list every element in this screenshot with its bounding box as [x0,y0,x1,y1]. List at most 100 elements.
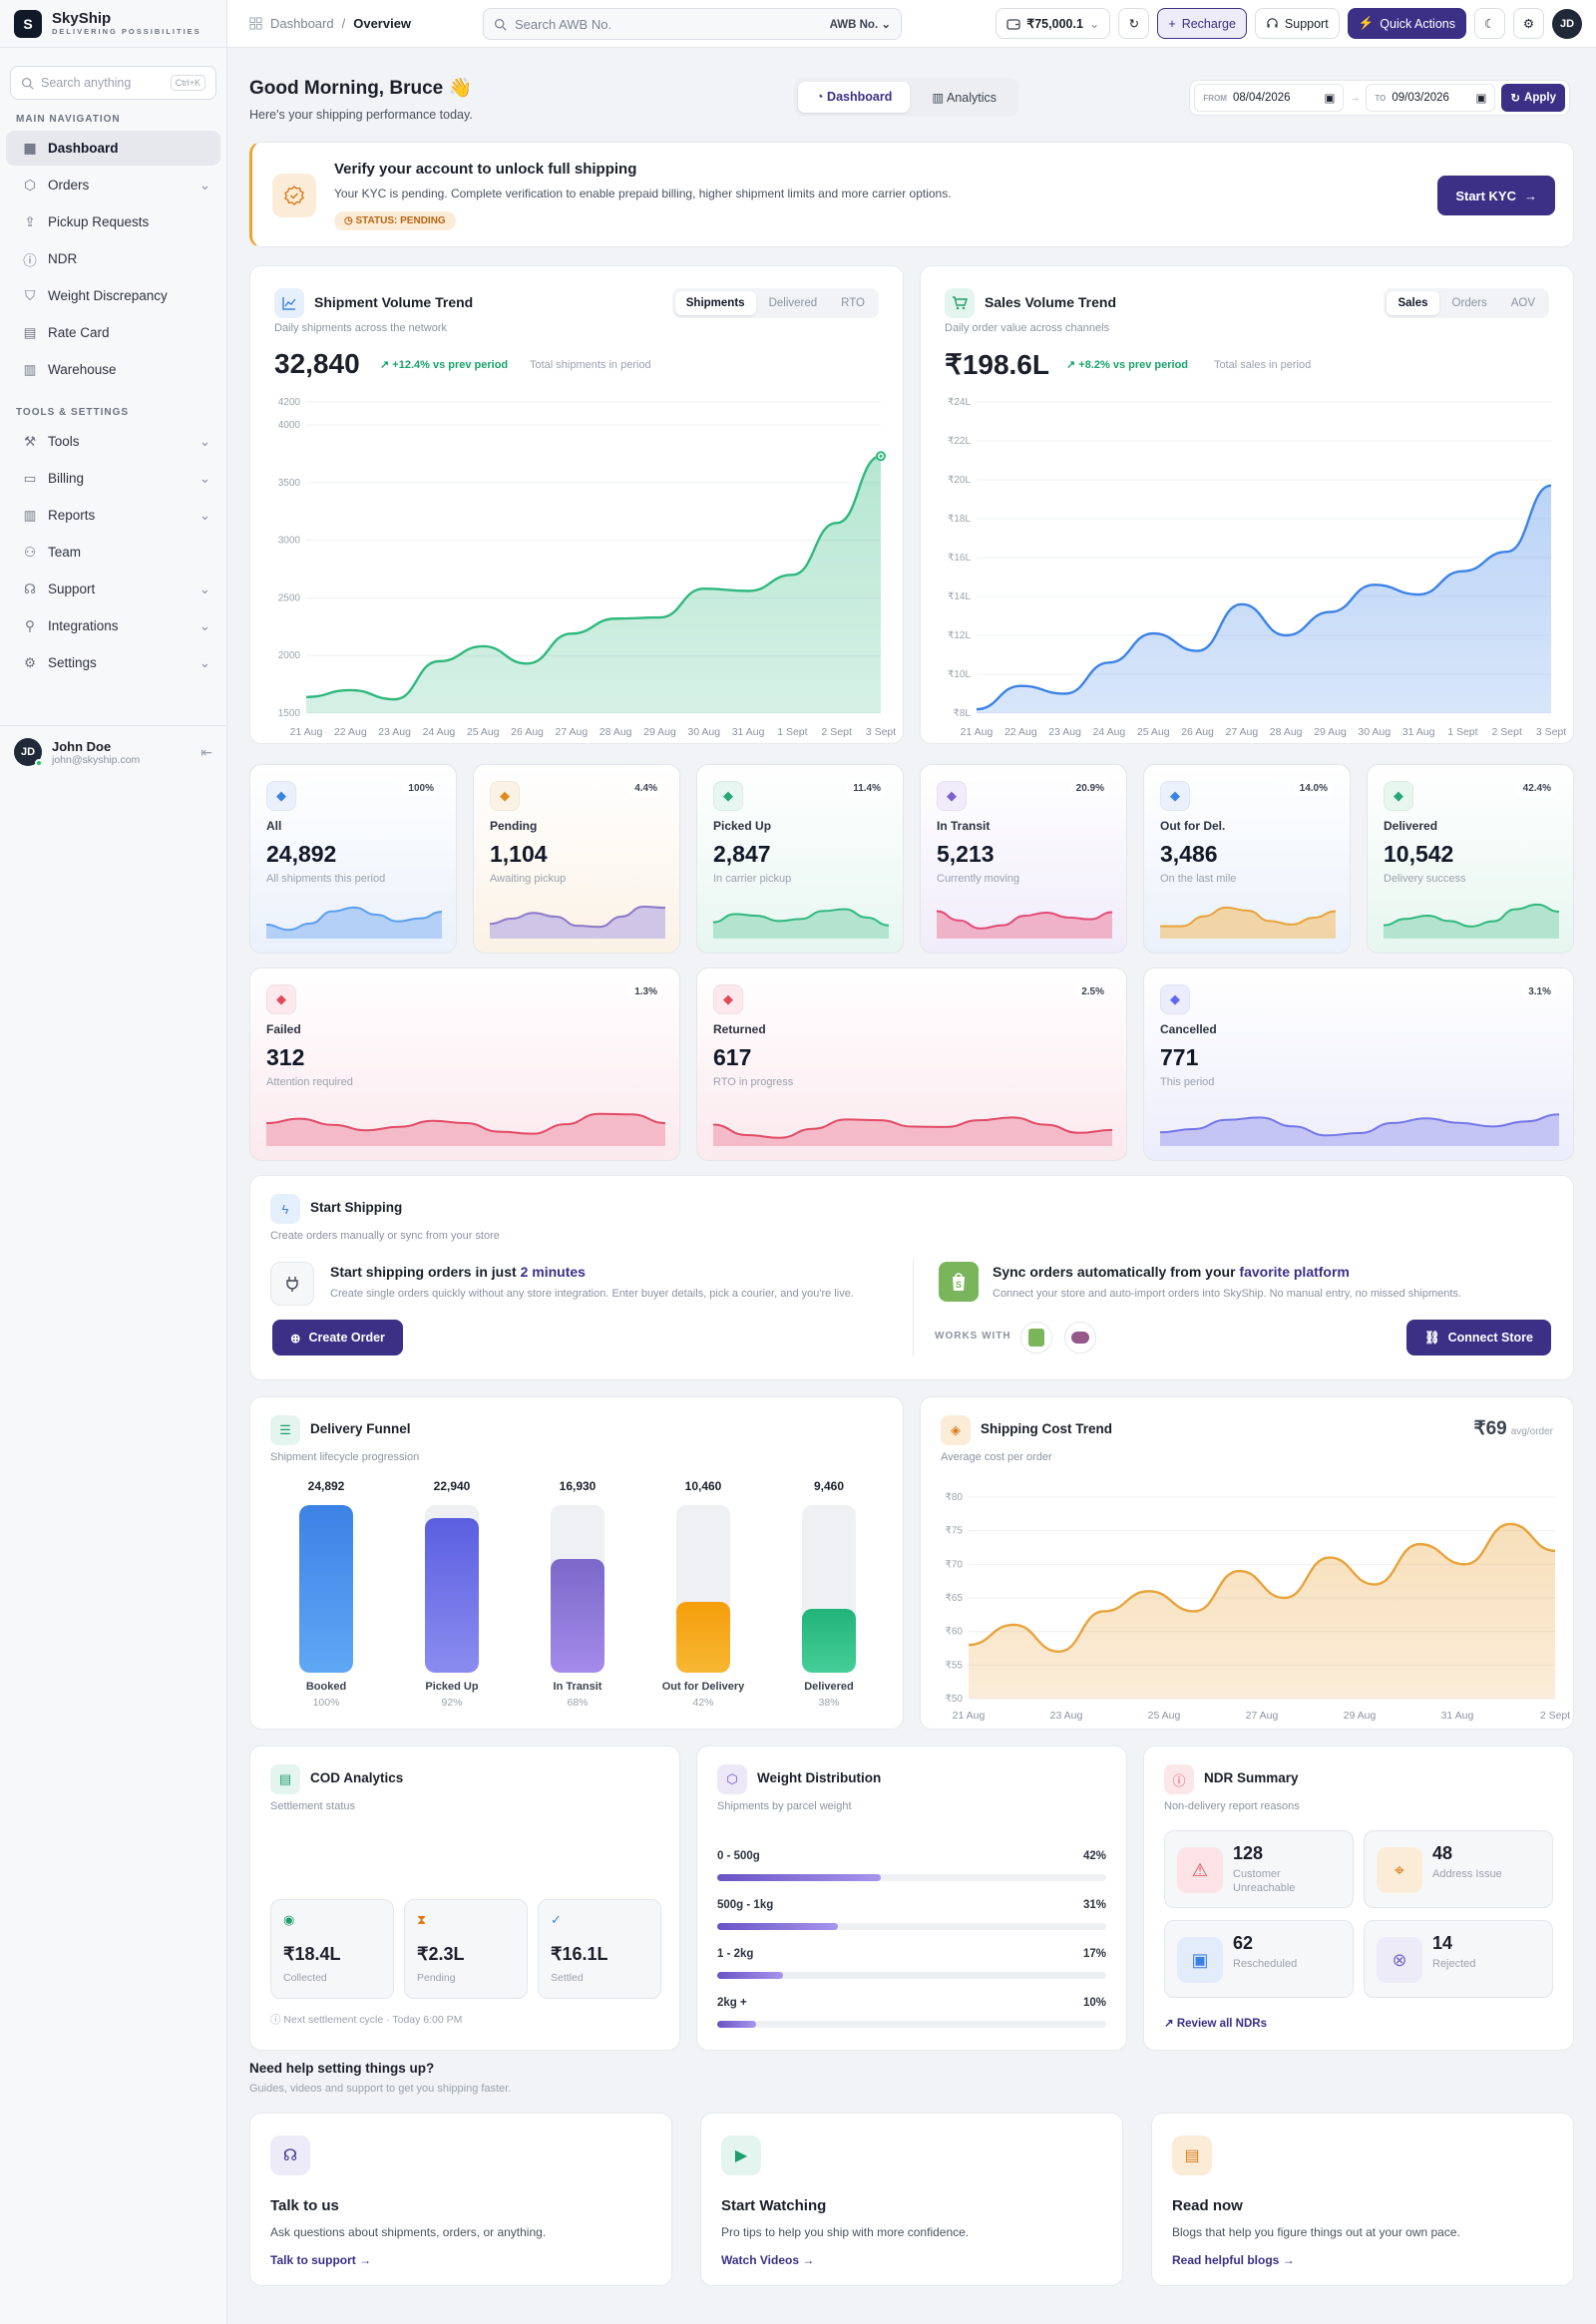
sidebar-item-tools[interactable]: ⚒ Tools ⌄ [6,424,220,459]
support-button[interactable]: Support [1254,8,1340,39]
ndr-summary-card: ⓘ NDR Summary Non-delivery report reason… [1143,1745,1574,2051]
start-kyc-button[interactable]: Start KYC → [1437,176,1555,215]
ndr-item[interactable]: ⌖ 48 Address Issue [1364,1830,1553,1908]
funnel-bar-track[interactable] [425,1505,479,1673]
tab-rto[interactable]: RTO [841,297,865,309]
woocommerce-icon[interactable] [1064,1322,1096,1354]
review-ndr-link[interactable]: ↗ Review all NDRs [1164,2016,1267,2030]
x-tick-label: 29 Aug [1344,1710,1377,1722]
stat-card-failed[interactable]: ◆ 1.3% Failed 312 Attention required [249,968,680,1161]
sidebar-item-rate-card[interactable]: ▤ Rate Card [6,315,220,350]
funnel-bar-track[interactable] [551,1505,604,1673]
refresh-button[interactable]: ↻ [1118,8,1150,39]
weight-row-header: 1 - 2kg 17% [717,1948,1106,1960]
shopify-icon[interactable] [1020,1322,1052,1354]
ndr-item[interactable]: ▣ 62 Rescheduled [1164,1920,1354,1998]
stat-percent: 11.4% [847,781,887,796]
sidebar-user[interactable]: JD John Doe john@skyship.com ⇤ [0,725,226,778]
x-tick-label: 29 Aug [1314,726,1347,738]
funnel-bar-track[interactable] [802,1505,856,1673]
sidebar-item-settings[interactable]: ⚙ Settings ⌄ [6,645,220,680]
y-tick-label: ₹60 [946,1627,964,1638]
sidebar-search-input[interactable]: Search anything Ctrl+K [10,66,216,100]
sidebar-item-billing[interactable]: ▭ Billing ⌄ [6,461,220,496]
stat-card-all[interactable]: ◆ 100% All 24,892 All shipments this period [249,764,457,954]
funnel-category-label: Delivered [804,1681,854,1693]
recharge-button[interactable]: + Recharge [1157,8,1247,39]
sidebar-item-orders[interactable]: ⬡ Orders ⌄ [6,168,220,202]
sidebar-item-support[interactable]: ☊ Support ⌄ [6,572,220,606]
funnel-bar-track[interactable] [299,1505,353,1673]
last-point-center [879,454,883,458]
help-card-link[interactable]: Talk to support → [270,2253,371,2267]
wallet-balance-button[interactable]: ₹75,000.1 ⌄ [996,8,1111,39]
theme-toggle-button[interactable]: ☾ [1474,8,1505,39]
sidebar-item-pickup-requests[interactable]: ⇪ Pickup Requests [6,204,220,239]
ndr-item[interactable]: ⚠ 128 Customer Unreachable [1164,1830,1354,1908]
stat-percent: 3.1% [1522,984,1557,999]
calendar-icon: ▣ [1177,1937,1223,1983]
sidebar-item-warehouse[interactable]: ▥ Warehouse [6,352,220,387]
stat-description: This period [1160,1076,1215,1088]
hourglass-icon: ◆ [490,781,520,811]
date-to-field[interactable]: TO 09/03/2026 ▣ [1366,84,1496,112]
awb-type-select[interactable]: AWB No. ⌄ [830,17,891,31]
sparkline-area [713,1117,1112,1146]
date-from-field[interactable]: FROM 08/04/2026 ▣ [1194,84,1345,112]
stat-card-pending[interactable]: ◆ 4.4% Pending 1,104 Awaiting pickup [473,764,680,954]
receipt-icon: ▤ [23,324,37,340]
weight-row-header: 500g - 1kg 31% [717,1899,1106,1911]
sparkline [1384,903,1559,939]
tab-orders[interactable]: Orders [1451,297,1487,309]
y-tick-label: 3000 [278,536,301,547]
tab-dashboard[interactable]: ◔ Dashboard [798,82,911,113]
stat-card-out-for-del[interactable]: ◆ 14.0% Out for Del. 3,486 On the last mile [1143,764,1351,954]
stat-description: Delivery success [1384,873,1466,885]
funnel-bar-track[interactable] [676,1505,730,1673]
stat-card-cancelled[interactable]: ◆ 3.1% Cancelled 771 This period [1143,968,1574,1161]
sidebar-item-dashboard[interactable]: ▦ Dashboard [6,131,220,166]
awb-search-input[interactable]: Search AWB No. AWB No. ⌄ [483,8,902,40]
sidebar-item-weight-discrepancy[interactable]: ⛉ Weight Discrepancy [6,278,220,313]
sales-trend-subtitle: Daily order value across channels [945,322,1110,334]
sparkline-line [713,1116,1112,1139]
funnel-bar-fill [425,1518,479,1673]
sidebar-item-team[interactable]: ⚇ Team [6,535,220,570]
shipment-total-value: 32,840 [274,348,360,379]
funnel-value-label: 10,460 [684,1479,722,1493]
x-tick-label: 23 Aug [1048,726,1081,738]
connect-store-button[interactable]: ⛓ Connect Store [1405,1320,1551,1356]
brand[interactable]: S SkyShip DELIVERING POSSIBILITIES [0,0,226,48]
stat-card-delivered[interactable]: ◆ 42.4% Delivered 10,542 Delivery success [1367,764,1574,954]
tab-sales[interactable]: Sales [1387,291,1439,315]
sidebar-item-label: Weight Discrepancy [48,288,168,303]
user-name: John Doe [52,738,112,754]
apply-date-button[interactable]: ↻ Apply [1501,84,1565,112]
tab-analytics[interactable]: ▥ Analytics [914,82,1014,113]
sidebar-item-label: Support [48,581,96,596]
tab-shipments[interactable]: Shipments [674,291,756,315]
help-card-link[interactable]: Watch Videos → [721,2253,814,2267]
quick-actions-button[interactable]: ⚡ Quick Actions [1347,8,1466,39]
help-card-link[interactable]: Read helpful blogs → [1172,2253,1295,2267]
breadcrumb-dashboard[interactable]: Dashboard [270,16,334,31]
create-order-button[interactable]: ⊕ Create Order [272,1320,403,1356]
ndr-item[interactable]: ⊗ 14 Rejected [1364,1920,1553,1998]
stat-card-in-transit[interactable]: ◆ 20.9% In Transit 5,213 Currently moving [920,764,1127,954]
settings-button[interactable]: ⚙ [1513,8,1544,39]
stat-card-picked-up[interactable]: ◆ 11.4% Picked Up 2,847 In carrier pickup [696,764,904,954]
tab-aov[interactable]: AOV [1510,297,1535,309]
stat-card-returned[interactable]: ◆ 2.5% Returned 617 RTO in progress [696,968,1127,1161]
chevron-down-icon: ⌄ [1088,17,1100,31]
sidebar-item-ndr[interactable]: ⓘ NDR [6,241,220,276]
x-tick-label: 31 Aug [1441,1710,1474,1722]
sidebar-item-label: Rate Card [48,325,110,340]
tab-delivered[interactable]: Delivered [768,297,818,309]
top-avatar[interactable]: JD [1552,8,1582,39]
sparkline [266,906,442,939]
sidebar-item-reports[interactable]: ▥ Reports ⌄ [6,498,220,533]
sidebar-item-integrations[interactable]: ⚲ Integrations ⌄ [6,608,220,643]
shipment-delta: ↗ +12.4% vs prev period [380,358,508,371]
weight-row: 1 - 2kg 17% [717,1948,1106,1979]
collapse-sidebar-icon[interactable]: ⇤ [200,743,212,760]
